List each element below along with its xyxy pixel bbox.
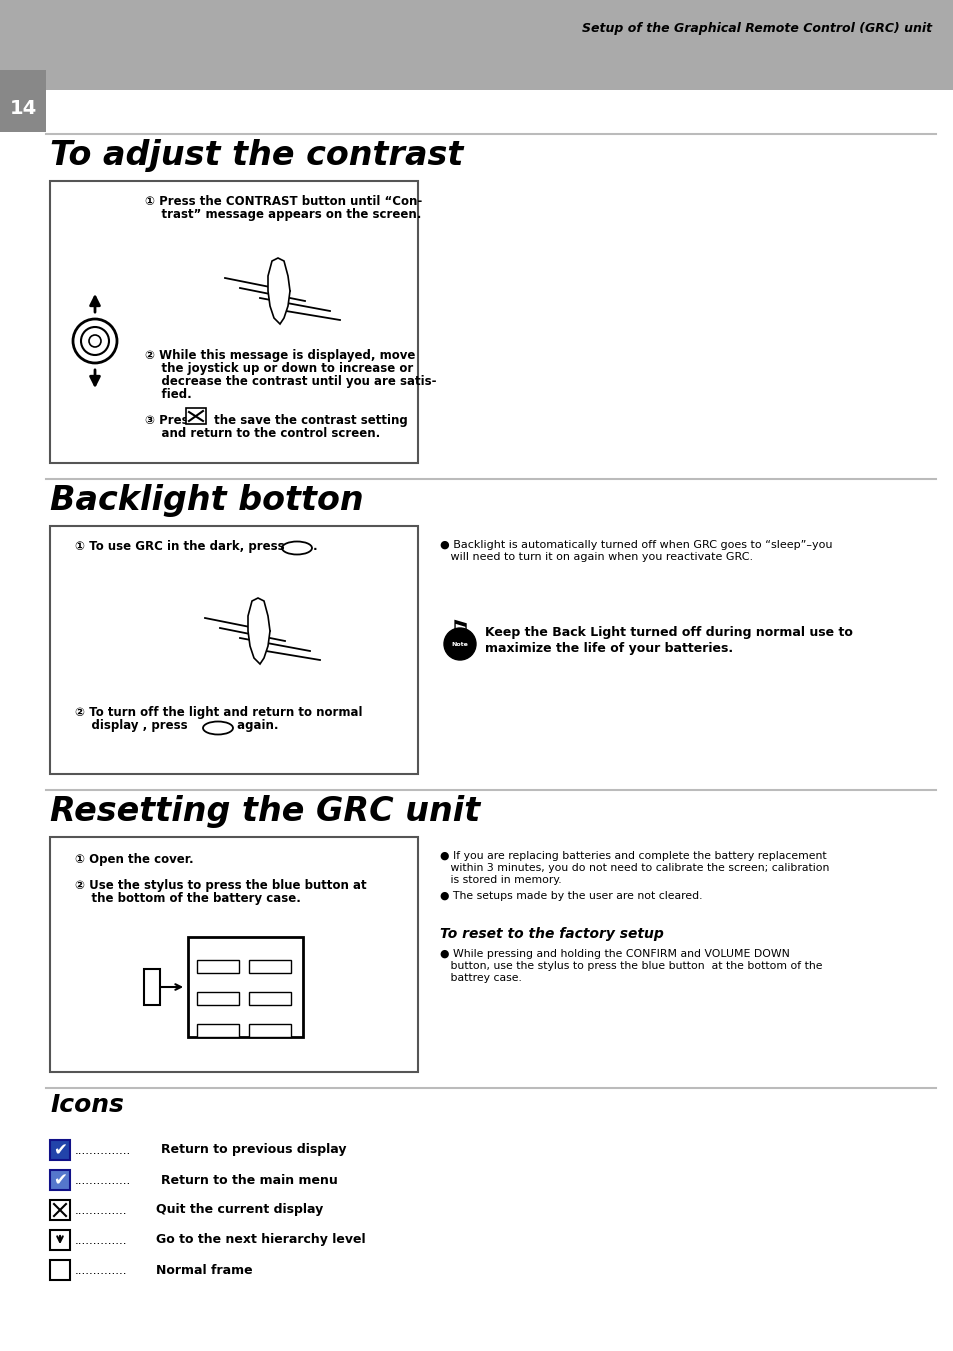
Text: ..............: .............. xyxy=(75,1233,128,1247)
Text: ✔: ✔ xyxy=(53,1142,67,1159)
Bar xyxy=(196,1024,239,1038)
Bar xyxy=(50,526,417,774)
Text: ② While this message is displayed, move: ② While this message is displayed, move xyxy=(145,349,415,362)
Text: Setup of the Graphical Remote Control (GRC) unit: Setup of the Graphical Remote Control (G… xyxy=(581,22,931,35)
Text: ② To turn off the light and return to normal: ② To turn off the light and return to no… xyxy=(75,707,362,719)
Text: within 3 minutes, you do not need to calibrate the screen; calibration: within 3 minutes, you do not need to cal… xyxy=(439,863,828,873)
Text: ② Use the stylus to press the blue button at: ② Use the stylus to press the blue butto… xyxy=(75,880,366,892)
Bar xyxy=(50,1260,70,1279)
Text: ● Backlight is automatically turned off when GRC goes to “sleep”–you: ● Backlight is automatically turned off … xyxy=(439,540,832,550)
Text: Keep the Back Light turned off during normal use to: Keep the Back Light turned off during no… xyxy=(484,626,852,639)
Text: ① Open the cover.: ① Open the cover. xyxy=(75,852,193,866)
Text: ..............: .............. xyxy=(75,1204,128,1216)
Bar xyxy=(144,969,160,1005)
Text: ① To use GRC in the dark, press: ① To use GRC in the dark, press xyxy=(75,540,284,553)
Text: Normal frame: Normal frame xyxy=(156,1263,253,1277)
Text: ♫: ♫ xyxy=(439,617,472,653)
Bar xyxy=(50,838,417,1071)
Text: maximize the life of your batteries.: maximize the life of your batteries. xyxy=(484,642,732,655)
Bar xyxy=(50,1140,70,1161)
Bar xyxy=(50,1170,70,1190)
Text: ✔: ✔ xyxy=(53,1171,67,1189)
Bar xyxy=(50,1200,70,1220)
Text: .: . xyxy=(313,540,317,553)
Bar xyxy=(0,0,953,91)
Text: To reset to the factory setup: To reset to the factory setup xyxy=(439,927,663,942)
Circle shape xyxy=(443,628,476,661)
Text: display , press: display , press xyxy=(75,719,188,732)
Text: decrease the contrast until you are satis-: decrease the contrast until you are sati… xyxy=(145,376,436,388)
Text: Backlight botton: Backlight botton xyxy=(50,484,363,517)
Polygon shape xyxy=(268,258,290,324)
Text: the save the contrast setting: the save the contrast setting xyxy=(210,413,407,427)
Text: Note: Note xyxy=(451,642,468,647)
Text: ③ Press: ③ Press xyxy=(145,413,195,427)
Bar xyxy=(196,992,239,1005)
Text: Return to the main menu: Return to the main menu xyxy=(161,1174,338,1186)
Bar xyxy=(50,181,417,463)
Text: Go to the next hierarchy level: Go to the next hierarchy level xyxy=(156,1233,365,1247)
Text: ● The setups made by the user are not cleared.: ● The setups made by the user are not cl… xyxy=(439,892,701,901)
Text: ...............: ............... xyxy=(75,1143,132,1156)
Text: fied.: fied. xyxy=(145,388,192,401)
Text: Icons: Icons xyxy=(50,1093,124,1117)
Text: ● While pressing and holding the CONFIRM and VOLUME DOWN: ● While pressing and holding the CONFIRM… xyxy=(439,948,789,959)
Text: button, use the stylus to press the blue button  at the bottom of the: button, use the stylus to press the blue… xyxy=(439,961,821,971)
Text: 14: 14 xyxy=(10,99,36,118)
Text: ① Press the CONTRAST button until “Con-: ① Press the CONTRAST button until “Con- xyxy=(145,195,422,208)
Bar xyxy=(188,938,303,1038)
Text: and return to the control screen.: and return to the control screen. xyxy=(145,427,380,440)
Text: the bottom of the battery case.: the bottom of the battery case. xyxy=(75,892,300,905)
Text: is stored in memory.: is stored in memory. xyxy=(439,875,561,885)
Text: battrey case.: battrey case. xyxy=(439,973,521,984)
Bar xyxy=(249,992,291,1005)
Text: Quit the current display: Quit the current display xyxy=(156,1204,323,1216)
Text: Resetting the GRC unit: Resetting the GRC unit xyxy=(50,794,479,828)
Bar xyxy=(196,961,239,973)
Text: the joystick up or down to increase or: the joystick up or down to increase or xyxy=(145,362,413,376)
Bar xyxy=(0,70,46,132)
Bar xyxy=(186,408,206,424)
Bar xyxy=(249,961,291,973)
Bar xyxy=(249,1024,291,1038)
Text: trast” message appears on the screen.: trast” message appears on the screen. xyxy=(145,208,421,222)
Text: will need to turn it on again when you reactivate GRC.: will need to turn it on again when you r… xyxy=(439,553,752,562)
Text: ..............: .............. xyxy=(75,1263,128,1277)
Text: Return to previous display: Return to previous display xyxy=(161,1143,347,1156)
Bar xyxy=(50,1229,70,1250)
Text: again.: again. xyxy=(233,719,278,732)
Polygon shape xyxy=(248,598,270,663)
Text: ...............: ............... xyxy=(75,1174,132,1186)
Text: ● If you are replacing batteries and complete the battery replacement: ● If you are replacing batteries and com… xyxy=(439,851,825,861)
Text: To adjust the contrast: To adjust the contrast xyxy=(50,139,463,172)
